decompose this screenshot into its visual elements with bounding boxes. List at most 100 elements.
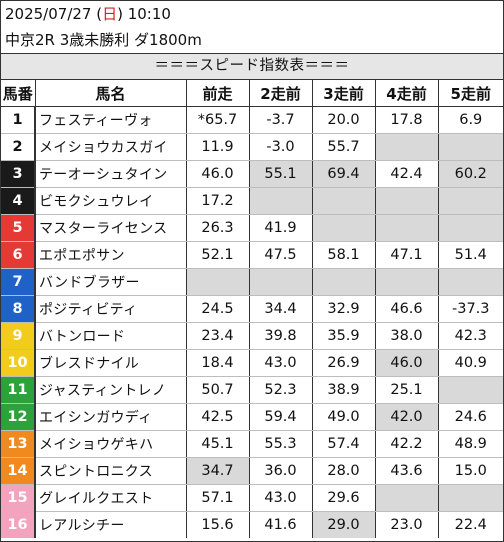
five-races-back-index [438,376,503,404]
two-races-back-index [249,268,313,296]
horse-number: 4 [1,187,36,215]
four-races-back-index: 23.0 [375,511,439,538]
table-row: 11 ジャスティントレノ 50.7 52.3 38.9 25.1 [1,376,503,404]
last-race-index: 24.5 [186,295,250,323]
two-races-back-index: 41.9 [249,214,313,242]
horse-name: ブレスドナイル [35,349,187,377]
last-race-index: 45.1 [186,430,250,458]
three-races-back-index: 32.9 [312,295,376,323]
race-title: 中京2R 3歳未勝利 ダ1800m [5,31,202,49]
three-races-back-index: 49.0 [312,403,376,431]
four-races-back-index [375,133,439,161]
table-row: 16 レアルシチー 15.6 41.6 29.0 23.0 22.4 [1,511,503,538]
five-races-back-index [438,214,503,242]
three-races-back-index: 29.0 [312,511,376,538]
table-row: 10 ブレスドナイル 18.4 43.0 26.9 46.0 40.9 [1,349,503,377]
horse-number: 9 [1,322,36,350]
four-races-back-index [375,268,439,296]
race-weekday: 日 [102,5,118,23]
last-race-index: 17.2 [186,187,250,215]
race-datetime: 2025/07/27 (日) 10:10 [1,1,503,27]
four-races-back-index: 42.4 [375,160,439,188]
five-races-back-index: 15.0 [438,457,503,485]
four-races-back-index: 17.8 [375,106,439,134]
two-races-back-index: 47.5 [249,241,313,269]
horse-number: 12 [1,403,36,431]
table-row: 13 メイショウゲキハ 45.1 55.3 57.4 42.2 48.9 [1,430,503,458]
two-races-back-index: 36.0 [249,457,313,485]
table-header-row: 馬番 馬名 前走 2走前 3走前 4走前 5走前 [1,80,503,107]
four-races-back-index [375,187,439,215]
three-races-back-index: 69.4 [312,160,376,188]
horse-name: ビモクシュウレイ [35,187,187,215]
table-row: 3 テーオーシュタイン 46.0 55.1 69.4 42.4 60.2 [1,160,503,188]
three-races-back-index: 20.0 [312,106,376,134]
table-row: 1 フェスティーヴォ *65.7 -3.7 20.0 17.8 6.9 [1,106,503,134]
horse-number: 1 [1,106,36,134]
table-row: 5 マスターライセンス 26.3 41.9 [1,214,503,242]
last-race-index: 52.1 [186,241,250,269]
three-races-back-index: 35.9 [312,322,376,350]
horse-number: 2 [1,133,36,161]
horse-name: エイシンガウディ [35,403,187,431]
five-races-back-index: 48.9 [438,430,503,458]
four-races-back-index [375,484,439,512]
five-races-back-index: 51.4 [438,241,503,269]
last-race-index: 46.0 [186,160,250,188]
two-races-back-index: 39.8 [249,322,313,350]
table-body: 1 フェスティーヴォ *65.7 -3.7 20.0 17.8 6.9 2 メイショウカスガイ 1… [1,106,503,538]
horse-name: メイショウカスガイ [35,133,187,161]
horse-name: バンドブラザー [35,268,187,296]
five-races-back-index [438,484,503,512]
col-header-3back: 3走前 [312,80,376,107]
four-races-back-index: 47.1 [375,241,439,269]
three-races-back-index: 55.7 [312,133,376,161]
table-row: 6 エポエポサン 52.1 47.5 58.1 47.1 51.4 [1,241,503,269]
five-races-back-index: 60.2 [438,160,503,188]
three-races-back-index: 29.6 [312,484,376,512]
three-races-back-index [312,214,376,242]
four-races-back-index: 42.0 [375,403,439,431]
four-races-back-index: 46.0 [375,349,439,377]
five-races-back-index: 24.6 [438,403,503,431]
horse-name: エポエポサン [35,241,187,269]
last-race-index: 15.6 [186,511,250,538]
col-header-last: 前走 [186,80,250,107]
horse-number: 6 [1,241,36,269]
four-races-back-index: 42.2 [375,430,439,458]
horse-number: 3 [1,160,36,188]
four-races-back-index [375,214,439,242]
four-races-back-index: 25.1 [375,376,439,404]
five-races-back-index: 6.9 [438,106,503,134]
horse-number: 7 [1,268,36,296]
last-race-index: 42.5 [186,403,250,431]
five-races-back-index: 22.4 [454,517,487,533]
four-races-back-index: 38.0 [375,322,439,350]
two-races-back-index: 55.3 [249,430,313,458]
five-races-back-index [438,187,503,215]
last-race-index: 18.4 [186,349,250,377]
four-races-back-index: 43.6 [375,457,439,485]
three-races-back-index: 58.1 [312,241,376,269]
race-date: 2025/07/27 ( [5,5,103,23]
two-races-back-index: -3.0 [249,133,313,161]
five-races-back-index: 40.9 [438,349,503,377]
table-row: 15 グレイルクエスト 57.1 43.0 29.6 [1,484,503,512]
table-row: 7 バンドブラザー [1,268,503,296]
horse-number: 11 [1,376,36,404]
three-races-back-index: 57.4 [312,430,376,458]
three-races-back-index: 26.9 [312,349,376,377]
horse-name: メイショウゲキハ [35,430,187,458]
two-races-back-index: 59.4 [249,403,313,431]
horse-number: 16 [1,511,36,538]
three-races-back-index [312,268,376,296]
horse-name: スピントロニクス [35,457,187,485]
five-races-back-index: -37.3 [438,295,503,323]
two-races-back-index: 55.1 [249,160,313,188]
speed-index-banner: ＝＝＝スピード指数表＝＝＝ [1,53,503,80]
horse-name: マスターライセンス [35,214,187,242]
col-header-5back: 5走前 [438,80,503,107]
col-header-4back: 4走前 [375,80,439,107]
horse-number: 15 [1,484,36,512]
